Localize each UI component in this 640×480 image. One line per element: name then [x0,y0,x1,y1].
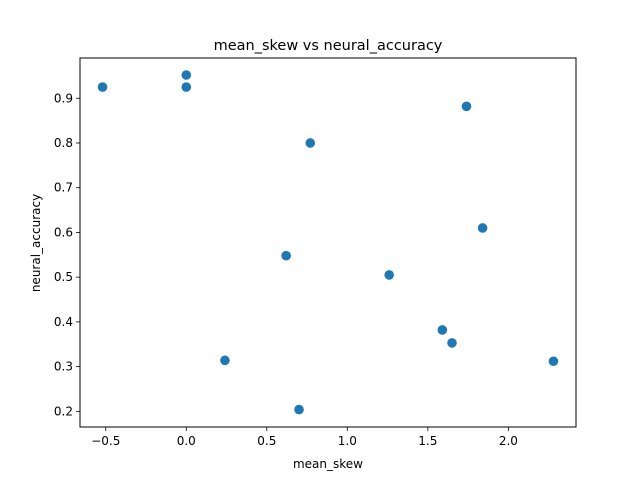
data-point [294,404,304,415]
data-point [461,101,472,112]
x-tick-label: −0.5 [91,434,120,448]
x-axis: −0.5 0.0 0.5 1.0 1.5 2.0 [91,427,518,448]
data-point [181,82,192,92]
data-point [548,356,559,367]
data-point [97,82,108,92]
x-axis-label: mean_skew [293,457,363,471]
x-tick-label: 1.0 [338,434,357,448]
data-point [447,338,457,348]
x-tick-label: 1.5 [418,434,437,448]
x-tick-label: 0.5 [257,434,276,448]
data-point [437,325,448,335]
y-axis-label: neural_accuracy [29,194,43,292]
data-point [181,70,192,80]
data-point [384,270,394,280]
y-tick-label: 0.3 [54,360,73,374]
data-point [305,138,316,148]
y-tick-label: 0.9 [54,91,73,105]
chart-title: mean_skew vs neural_accuracy [214,38,443,54]
y-tick-label: 0.6 [54,225,73,239]
data-points [97,70,559,415]
data-point [281,250,291,261]
x-tick-label: 2.0 [499,434,518,448]
y-tick-label: 0.7 [54,181,73,195]
y-tick-label: 0.2 [54,404,73,418]
x-tick-label: 0.0 [177,434,196,448]
axes-frame [79,57,577,428]
plot-area: −0.5 0.0 0.5 1.0 1.5 2.0 0.20.30.40.50.60.70.… [54,57,577,448]
data-point [477,223,488,233]
y-tick-label: 0.5 [54,270,73,284]
data-point [220,355,230,366]
y-axis: 0.2 0.3 0.4 0.5 0.6 0.7 0.8 0.9 [54,91,80,418]
y-tick-label: 0.8 [54,136,73,150]
y-tick-label: 0.4 [54,315,73,329]
